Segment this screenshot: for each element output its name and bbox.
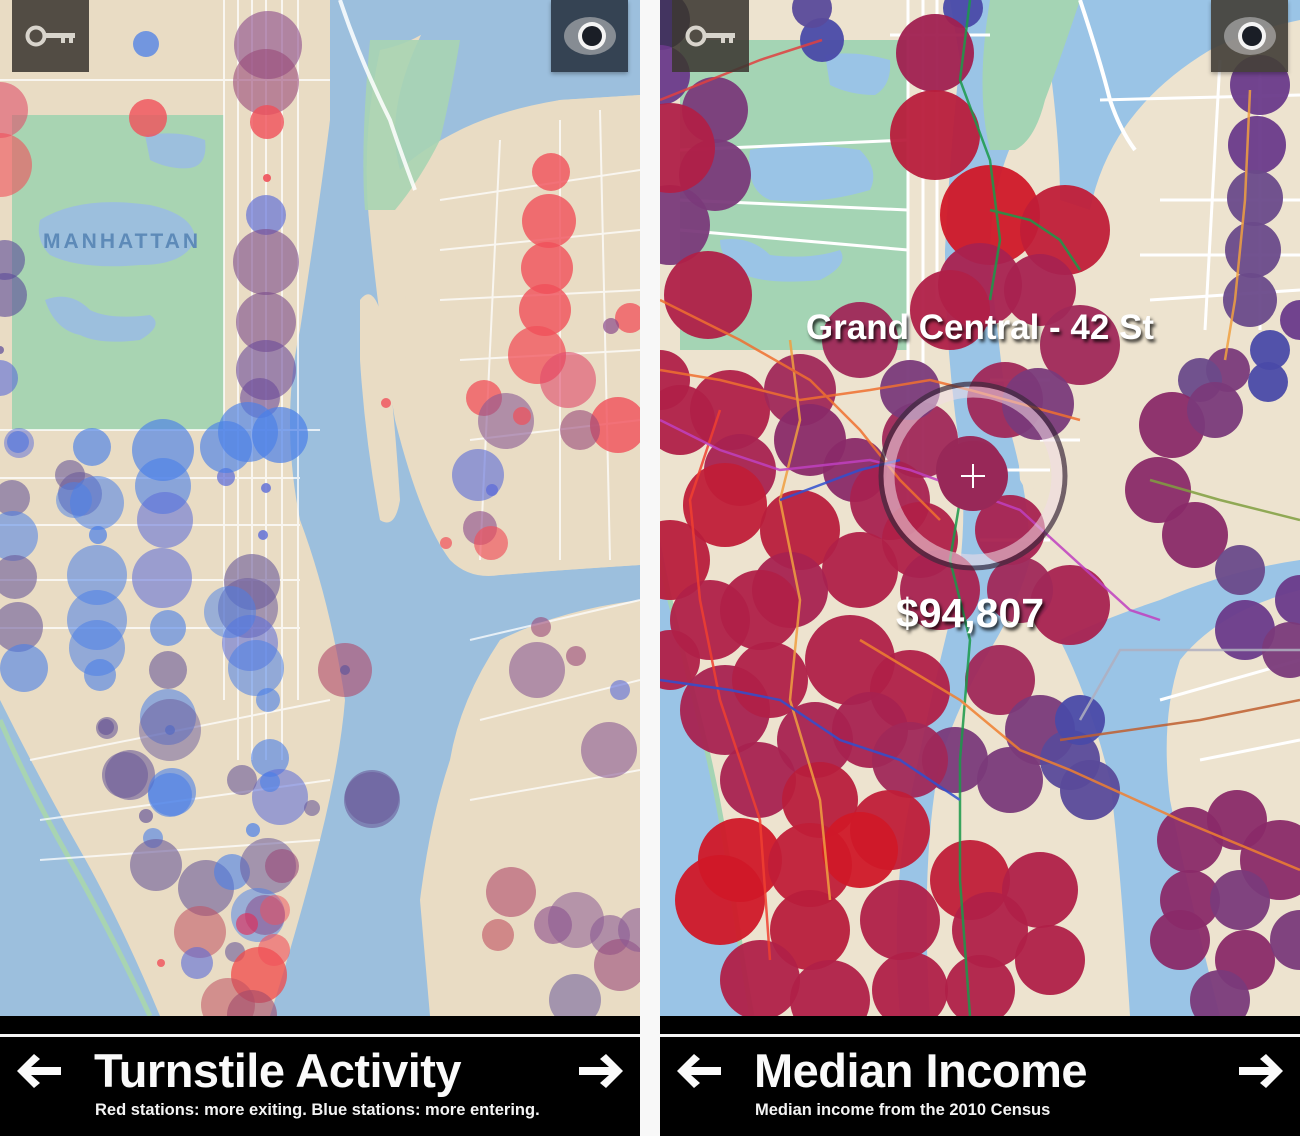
arrow-left-icon bbox=[677, 1054, 721, 1088]
footer-band bbox=[660, 1016, 1300, 1034]
eye-toggle-button[interactable] bbox=[1211, 0, 1288, 72]
turnstile-map[interactable]: MANHATTAN bbox=[0, 0, 640, 1016]
arrow-left-icon bbox=[17, 1054, 61, 1088]
previous-view-button[interactable] bbox=[674, 1051, 724, 1091]
turnstile-footer: Turnstile Activity Red stations: more ex… bbox=[0, 1037, 640, 1136]
arrow-right-icon bbox=[1239, 1054, 1283, 1088]
selection-ring-icon bbox=[878, 381, 1068, 571]
screen-gap bbox=[640, 0, 660, 1136]
eye-icon bbox=[1223, 17, 1276, 55]
selected-station-value: $94,807 bbox=[895, 590, 1045, 636]
manhattan-label: MANHATTAN bbox=[43, 230, 201, 253]
income-map[interactable]: Grand Central - 42 St $94,807 bbox=[660, 0, 1300, 1016]
view-subtitle: Median income from the 2010 Census bbox=[755, 1101, 1051, 1119]
income-bubbles bbox=[660, 0, 1300, 1016]
view-title: Median Income bbox=[754, 1044, 1088, 1097]
footer-band bbox=[0, 1016, 640, 1034]
station-bubbles bbox=[0, 11, 640, 1016]
view-subtitle: Red stations: more exiting. Blue station… bbox=[95, 1101, 540, 1119]
view-title: Turnstile Activity bbox=[94, 1044, 462, 1097]
income-footer: Median Income Median income from the 201… bbox=[660, 1037, 1300, 1136]
key-legend-button[interactable] bbox=[12, 0, 89, 72]
next-view-button[interactable] bbox=[1236, 1051, 1286, 1091]
map-canvas: MANHATTAN bbox=[0, 0, 640, 1016]
eye-icon bbox=[563, 17, 616, 55]
key-icon bbox=[25, 25, 75, 47]
footer-divider bbox=[660, 1034, 1300, 1037]
arrow-right-icon bbox=[579, 1054, 623, 1088]
key-legend-button[interactable] bbox=[672, 0, 749, 72]
turnstile-screen: MANHATTAN bbox=[0, 0, 640, 1136]
next-view-button[interactable] bbox=[576, 1051, 626, 1091]
key-icon bbox=[685, 25, 735, 47]
station-selector[interactable] bbox=[876, 379, 1070, 573]
previous-view-button[interactable] bbox=[14, 1051, 64, 1091]
selected-station-name: Grand Central - 42 St bbox=[805, 308, 1155, 347]
income-screen: Grand Central - 42 St $94,807 Median Inc… bbox=[660, 0, 1300, 1136]
footer-divider bbox=[0, 1034, 640, 1037]
eye-toggle-button[interactable] bbox=[551, 0, 628, 72]
